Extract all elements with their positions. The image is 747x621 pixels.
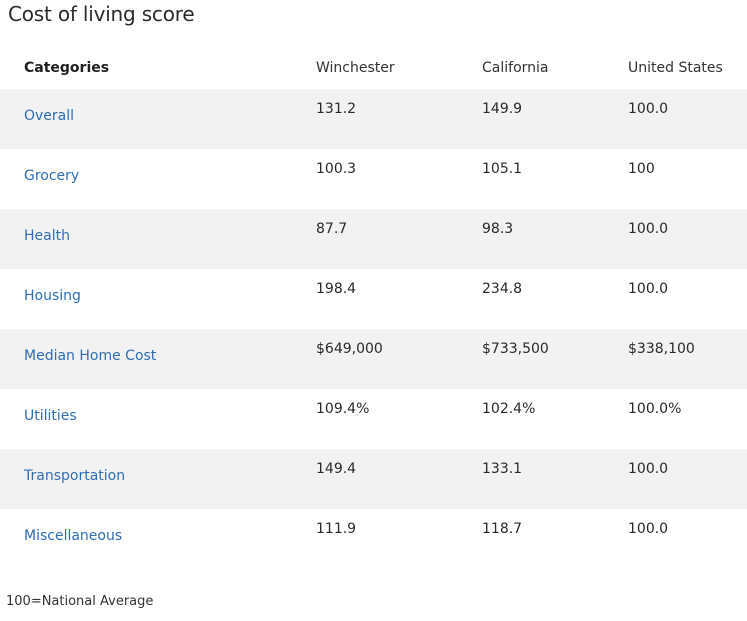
us-value: 100.0 xyxy=(628,281,669,297)
california-value: 149.9 xyxy=(482,101,523,117)
header-united-states: United States xyxy=(628,59,723,76)
us-value: $338,100 xyxy=(628,341,695,357)
table-header-row: Categories Winchester California United … xyxy=(0,46,747,89)
us-value: 100.0 xyxy=(628,221,669,237)
california-value: 133.1 xyxy=(482,461,523,477)
table-row: Housing 198.4 234.8 100.0 xyxy=(0,269,747,329)
category-link-median-home-cost[interactable]: Median Home Cost xyxy=(24,348,157,364)
table-row: Transportation 149.4 133.1 100.0 xyxy=(0,449,747,509)
category-cell: Miscellaneous xyxy=(0,509,316,569)
category-cell: Overall xyxy=(0,89,316,149)
winchester-value: 100.3 xyxy=(316,161,357,177)
california-value: 105.1 xyxy=(482,161,523,177)
category-link-housing[interactable]: Housing xyxy=(24,288,81,304)
category-link-miscellaneous[interactable]: Miscellaneous xyxy=(24,528,123,544)
category-cell: Health xyxy=(0,209,316,269)
category-cell: Utilities xyxy=(0,389,316,449)
table-row: Utilities 109.4% 102.4% 100.0% xyxy=(0,389,747,449)
table-row: Miscellaneous 111.9 118.7 100.0 xyxy=(0,509,747,569)
table-row: Grocery 100.3 105.1 100 xyxy=(0,149,747,209)
category-link-utilities[interactable]: Utilities xyxy=(24,408,77,424)
winchester-value: 149.4 xyxy=(316,461,357,477)
winchester-value: 131.2 xyxy=(316,101,357,117)
us-value: 100 xyxy=(628,161,655,177)
california-value: 234.8 xyxy=(482,281,523,297)
winchester-value: 111.9 xyxy=(316,521,357,537)
category-link-overall[interactable]: Overall xyxy=(24,108,75,124)
table-row: Overall 131.2 149.9 100.0 xyxy=(0,89,747,149)
category-cell: Transportation xyxy=(0,449,316,509)
category-link-health[interactable]: Health xyxy=(24,228,70,244)
category-link-grocery[interactable]: Grocery xyxy=(24,168,80,184)
winchester-value: 109.4% xyxy=(316,401,370,417)
header-winchester: Winchester xyxy=(316,59,395,76)
california-value: 102.4% xyxy=(482,401,536,417)
winchester-value: 87.7 xyxy=(316,221,348,237)
cost-of-living-table: Categories Winchester California United … xyxy=(0,46,747,569)
california-value: 118.7 xyxy=(482,521,523,537)
footnote-national-average: 100=National Average xyxy=(6,594,154,609)
winchester-value: $649,000 xyxy=(316,341,383,357)
category-link-transportation[interactable]: Transportation xyxy=(24,468,126,484)
table-row: Median Home Cost $649,000 $733,500 $338,… xyxy=(0,329,747,389)
us-value: 100.0 xyxy=(628,101,669,117)
us-value: 100.0% xyxy=(628,401,682,417)
category-cell: Median Home Cost xyxy=(0,329,316,389)
table-row: Health 87.7 98.3 100.0 xyxy=(0,209,747,269)
page-title: Cost of living score xyxy=(8,2,195,26)
header-categories: Categories xyxy=(24,59,110,76)
us-value: 100.0 xyxy=(628,521,669,537)
header-california: California xyxy=(482,59,549,76)
us-value: 100.0 xyxy=(628,461,669,477)
winchester-value: 198.4 xyxy=(316,281,357,297)
california-value: 98.3 xyxy=(482,221,514,237)
category-cell: Grocery xyxy=(0,149,316,209)
california-value: $733,500 xyxy=(482,341,549,357)
category-cell: Housing xyxy=(0,269,316,329)
